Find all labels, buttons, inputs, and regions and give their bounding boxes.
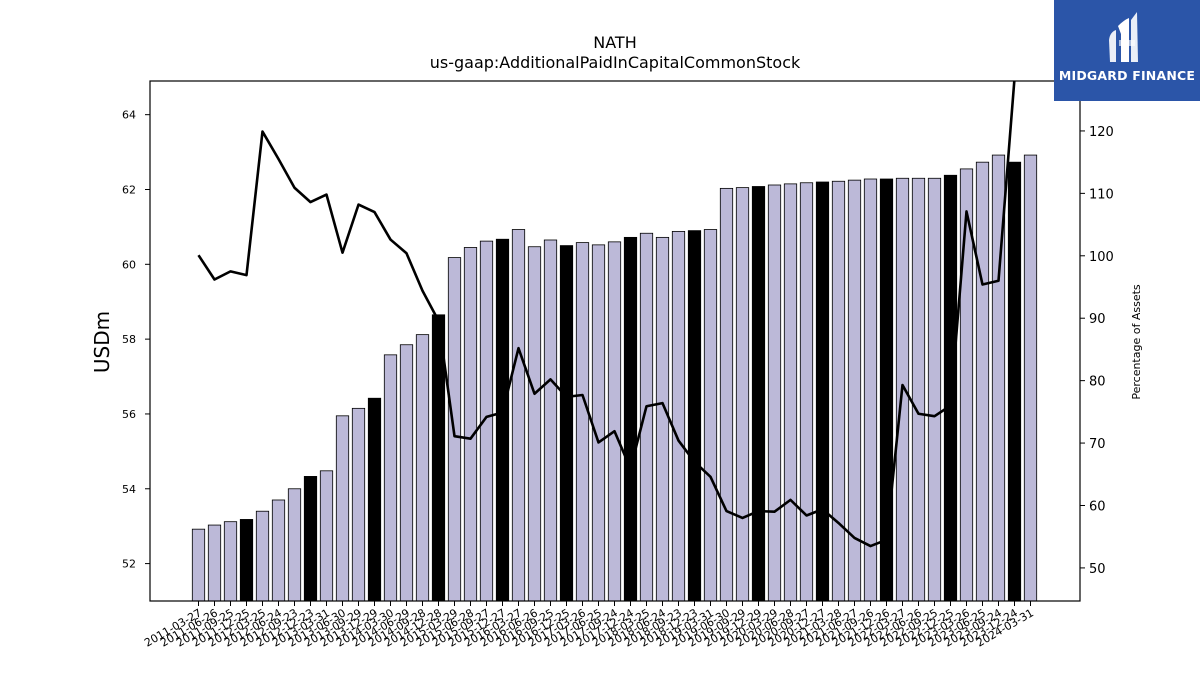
left-y-tick-label: 52	[122, 558, 136, 571]
bar-series	[191, 154, 1038, 602]
left-y-tick-label: 64	[122, 109, 136, 122]
left-y-tick-label: 56	[122, 408, 136, 421]
x-axis: 2011-03-272011-06-262011-09-252011-12-25…	[142, 601, 1036, 650]
right-y-tick-label: 110	[1089, 187, 1114, 202]
bar	[463, 247, 478, 602]
bar	[943, 174, 958, 602]
brand-logo: MIDGARD FINANCE	[1054, 0, 1200, 101]
right-y-tick-label: 90	[1089, 312, 1106, 327]
bar	[223, 521, 238, 602]
bar	[783, 183, 798, 602]
percentage-line	[197, 81, 1016, 548]
bar	[255, 510, 270, 602]
bar	[831, 180, 846, 602]
bar	[799, 182, 814, 602]
bar	[623, 236, 638, 602]
bar	[383, 354, 398, 602]
bar	[271, 499, 286, 602]
bar	[975, 161, 990, 602]
left-y-axis: 52 54 56 58 60 62 64	[122, 109, 150, 571]
left-y-tick-label: 60	[122, 258, 136, 271]
right-y-tick-label: 80	[1089, 375, 1106, 390]
bar	[719, 187, 734, 602]
right-y-axis-label: Percentage of Assets	[1130, 284, 1143, 400]
right-y-tick-label: 60	[1089, 499, 1106, 514]
right-y-tick-label: 50	[1089, 562, 1106, 577]
brand-name: MIDGARD FINANCE	[1058, 68, 1196, 83]
left-y-tick-label: 54	[122, 483, 136, 496]
bar	[303, 476, 318, 602]
bar	[687, 230, 702, 602]
bar	[511, 229, 526, 602]
bar	[671, 230, 686, 602]
bar	[191, 528, 206, 602]
bar	[319, 470, 334, 602]
bar	[351, 407, 366, 602]
bar	[767, 184, 782, 602]
bar	[639, 232, 654, 602]
bar	[703, 229, 718, 602]
bar	[815, 181, 830, 602]
left-y-tick-label: 62	[122, 183, 136, 196]
bar	[559, 245, 574, 602]
bar	[415, 334, 430, 602]
bar	[367, 397, 382, 602]
bar	[927, 177, 942, 602]
brand-mark-icon	[1109, 12, 1138, 62]
bar	[495, 238, 510, 602]
bar	[207, 524, 222, 602]
bar	[655, 236, 670, 602]
chart-subtitle: us-gaap:AdditionalPaidInCapitalCommonSto…	[430, 53, 801, 72]
bar	[1007, 161, 1022, 602]
bar	[335, 415, 350, 602]
bar	[591, 244, 606, 602]
left-y-tick-label: 58	[122, 333, 136, 346]
bar	[543, 239, 558, 602]
bar	[575, 242, 590, 602]
bar	[1023, 154, 1038, 602]
bar	[527, 246, 542, 602]
bar	[911, 177, 926, 602]
bar	[239, 519, 254, 602]
bar	[735, 187, 750, 602]
left-y-axis-label: USDm	[90, 311, 114, 373]
bar	[751, 186, 766, 602]
line-series	[197, 81, 1016, 548]
right-y-tick-label: 120	[1089, 125, 1114, 140]
right-y-tick-label: 100	[1089, 250, 1114, 265]
chart-title: NATH	[593, 33, 636, 52]
bar	[863, 178, 878, 602]
bar	[399, 344, 414, 602]
right-y-tick-label: 70	[1089, 437, 1106, 452]
right-y-axis: 50 60 70 80 90 100 110 120	[1080, 125, 1114, 577]
bar	[287, 488, 302, 602]
bar	[607, 241, 622, 602]
